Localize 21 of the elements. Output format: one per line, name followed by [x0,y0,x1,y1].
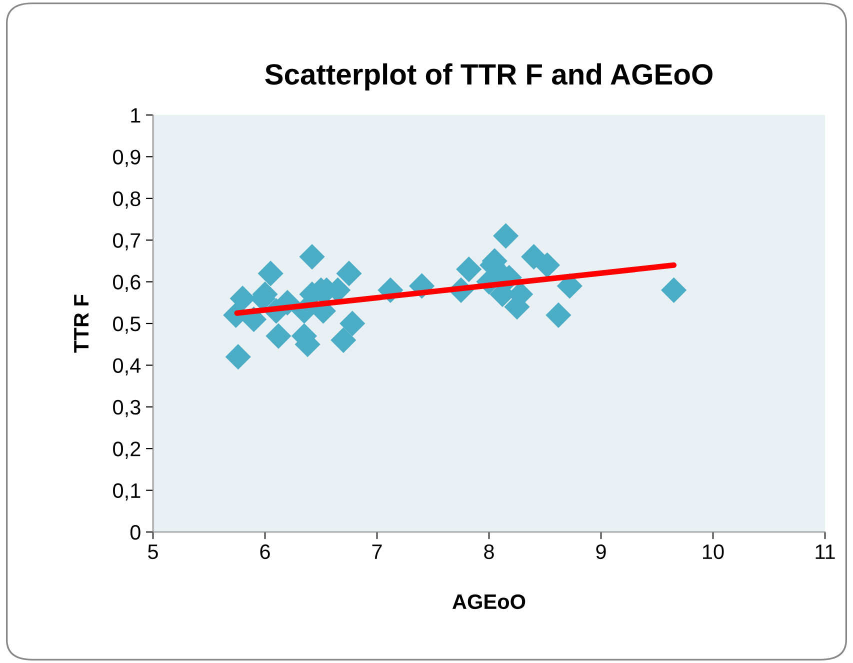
chart-title: Scatterplot of TTR F and AGEoO [265,63,712,90]
x-tick-label: 8 [484,544,494,560]
y-tick-label: 0,7 [113,233,140,250]
x-axis-title: AGEoO [452,594,526,610]
x-tick-label: 10 [703,544,724,560]
y-tick-label: 0,9 [113,150,140,167]
x-tick-label: 9 [596,544,606,560]
y-tick-label: 1 [131,108,140,123]
x-tick-label: 11 [816,544,835,559]
y-tick-label: 0,5 [113,316,140,334]
y-tick-label: 0 [130,525,140,540]
x-tick-label: 5 [148,544,158,560]
x-tick-label: 6 [260,544,270,560]
y-tick-label: 0,8 [113,191,140,209]
y-tick-label: 0,6 [113,274,140,292]
y-tick-label: 0,3 [113,400,140,418]
y-tick-label: 0,2 [113,442,140,459]
y-tick-label: 0,1 [113,483,140,501]
y-tick-label: 0,4 [113,358,141,376]
y-axis-title: TTR F [74,294,88,353]
x-tick-label: 7 [372,544,382,559]
